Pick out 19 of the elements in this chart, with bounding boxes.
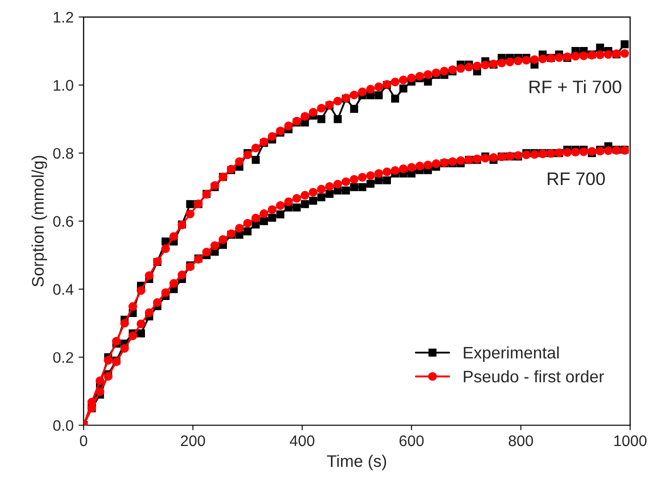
y-tick-label: 1.0 — [54, 80, 74, 91]
y-tick-label: 0.6 — [53, 216, 74, 227]
y-tick-label: 0.4 — [53, 284, 74, 295]
annotation: RF + Ti 700 — [530, 80, 622, 94]
annotation: RF 700 — [548, 172, 605, 186]
legend-label: Pseudo - first order — [464, 370, 604, 382]
y-tick-label: 0.2 — [53, 352, 74, 363]
legend-label: Experimental — [464, 346, 559, 362]
x-tick-label: 1000 — [614, 435, 647, 446]
x-tick-label: 200 — [180, 435, 206, 446]
x-tick-label: 600 — [400, 435, 424, 446]
y-axis-title: Sorption (mmol/g) — [32, 156, 48, 287]
x-axis-title: Time (s) — [327, 454, 386, 470]
x-tick-label: 800 — [508, 435, 533, 446]
x-tick-label: 0 — [80, 435, 88, 446]
y-tick-label: 0.8 — [53, 148, 74, 159]
x-tick-label: 400 — [290, 435, 314, 446]
y-tick-label: 1.2 — [54, 12, 74, 23]
y-tick-label: 0.0 — [53, 420, 74, 431]
